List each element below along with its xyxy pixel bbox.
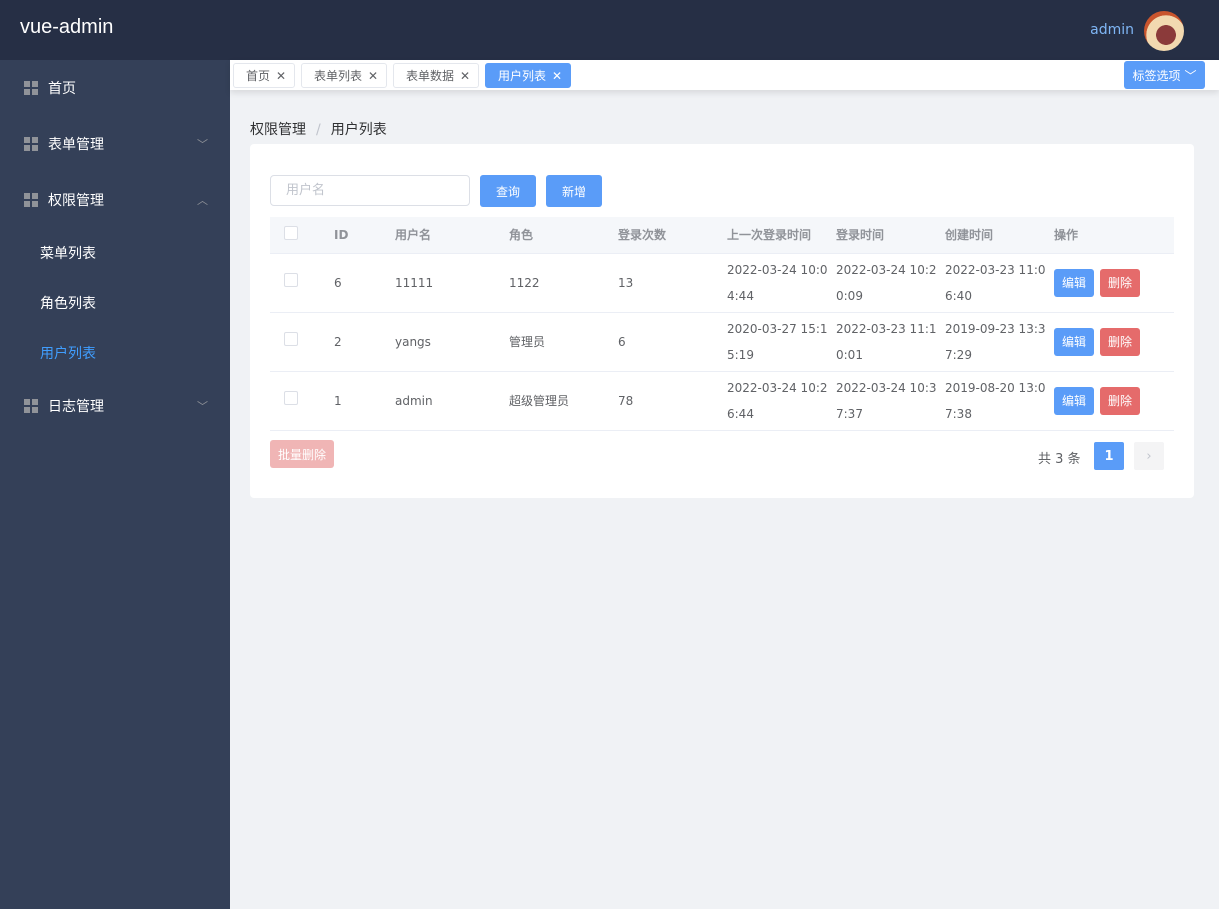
sidebar: 首页 表单管理 ﹀ 权限管理 ︿ 菜单列表 角色列表 用户列表 日志管理 ﹀ <box>0 60 230 909</box>
sidebar-item-forms[interactable]: 表单管理 ﹀ <box>0 116 230 172</box>
pagination-total: 共 3 条 <box>1038 452 1081 467</box>
chevron-down-icon: ﹀ <box>1184 68 1197 83</box>
table-cell: 78 <box>618 371 727 431</box>
grid-icon <box>24 193 38 207</box>
table-cell: 1 <box>334 371 395 431</box>
table-cell: 2022-03-24 10:26:44 <box>727 371 836 431</box>
chevron-up-icon: ︿ <box>197 194 208 207</box>
username-search-input[interactable] <box>270 175 470 206</box>
select-all-checkbox[interactable] <box>284 226 298 241</box>
next-page-button[interactable]: › <box>1134 442 1164 470</box>
table-cell: 13 <box>618 253 727 313</box>
page-1-button[interactable]: 1 <box>1094 442 1124 470</box>
grid-icon <box>24 137 38 151</box>
tag-user-list[interactable]: 用户列表 ✕ <box>485 63 572 88</box>
table-cell: 2022-03-24 10:04:44 <box>727 253 836 313</box>
user-table: ID 用户名 角色 登录次数 上一次登录时间 登录时间 创建时间 操作 6 111… <box>270 217 1174 431</box>
edit-button[interactable]: 编辑 <box>1054 327 1094 356</box>
table-cell: 1122 <box>509 253 618 313</box>
logo: vue-admin <box>20 16 114 38</box>
table-row: 6 11111 1122 13 2022-03-24 10:04:44 2022-03-2… <box>270 253 1174 313</box>
grid-icon <box>24 399 38 413</box>
close-icon[interactable]: ✕ <box>368 68 379 83</box>
table-cell: 2022-03-23 11:06:40 <box>945 253 1054 313</box>
sidebar-item-role-list[interactable]: 角色列表 <box>40 296 96 312</box>
table-cell: 2019-08-20 13:07:38 <box>945 371 1054 431</box>
table-cell: 2020-03-27 15:15:19 <box>727 312 836 372</box>
table-cell: yangs <box>395 312 509 372</box>
table-cell: 2022-03-24 10:20:09 <box>836 253 945 313</box>
chevron-down-icon: ﹀ <box>197 138 208 151</box>
tag-form-data[interactable]: 表单数据 ✕ <box>393 63 480 88</box>
chevron-right-icon: › <box>1146 448 1152 464</box>
query-button[interactable]: 查询 <box>480 175 536 207</box>
tag-form-list[interactable]: 表单列表 ✕ <box>301 63 388 88</box>
sidebar-item-menu-list[interactable]: 菜单列表 <box>40 246 96 262</box>
delete-button[interactable]: 删除 <box>1100 327 1140 356</box>
close-icon[interactable]: ✕ <box>552 68 563 83</box>
sidebar-item-logs[interactable]: 日志管理 ﹀ <box>0 378 230 434</box>
table-cell: admin <box>395 371 509 431</box>
edit-button[interactable]: 编辑 <box>1054 268 1094 297</box>
tag-home[interactable]: 首页 ✕ <box>233 63 296 88</box>
tag-options-button[interactable]: 标签选项 ﹀ <box>1124 61 1205 89</box>
close-icon[interactable]: ✕ <box>276 68 287 83</box>
table-cell: 6 <box>334 253 395 313</box>
delete-button[interactable]: 删除 <box>1100 386 1140 415</box>
table-cell: 2022-03-24 10:37:37 <box>836 371 945 431</box>
table-cell: 管理员 <box>509 312 618 372</box>
edit-button[interactable]: 编辑 <box>1054 386 1094 415</box>
avatar[interactable] <box>1144 11 1184 51</box>
breadcrumb: 权限管理 / 用户列表 <box>250 122 387 138</box>
delete-button[interactable]: 删除 <box>1100 268 1140 297</box>
sidebar-item-user-list[interactable]: 用户列表 <box>40 346 96 362</box>
tags-bar: 首页 ✕ 表单列表 ✕ 表单数据 ✕ 用户列表 ✕ <box>230 60 1219 90</box>
row-checkbox[interactable] <box>284 390 298 405</box>
row-checkbox[interactable] <box>284 331 298 346</box>
chevron-down-icon: ﹀ <box>197 400 208 413</box>
table-row: 2 yangs 管理员 6 2020-03-27 15:15:19 2022-03-23 … <box>270 312 1174 372</box>
table-cell: 6 <box>618 312 727 372</box>
row-checkbox[interactable] <box>284 272 298 287</box>
table-cell: 2022-03-23 11:10:01 <box>836 312 945 372</box>
table-cell: 2 <box>334 312 395 372</box>
table-cell: 11111 <box>395 253 509 313</box>
batch-delete-button[interactable]: 批量删除 <box>270 440 334 468</box>
add-button[interactable]: 新增 <box>546 175 602 207</box>
grid-icon <box>24 81 38 95</box>
close-icon[interactable]: ✕ <box>460 68 471 83</box>
user-list-card: 查询 新增 ID 用户名 角色 登录次数 上一次登录时间 登录时间 创建时间 操… <box>250 144 1194 498</box>
user-name[interactable]: admin <box>1090 22 1134 38</box>
top-header: vue-admin admin <box>0 0 1219 60</box>
sidebar-item-permissions[interactable]: 权限管理 ︿ <box>0 172 230 228</box>
table-cell: 2019-09-23 13:37:29 <box>945 312 1054 372</box>
table-cell: 超级管理员 <box>509 371 618 431</box>
table-row: 1 admin 超级管理员 78 2022-03-24 10:26:44 2022-03-… <box>270 371 1174 431</box>
sidebar-item-home[interactable]: 首页 <box>0 60 230 116</box>
